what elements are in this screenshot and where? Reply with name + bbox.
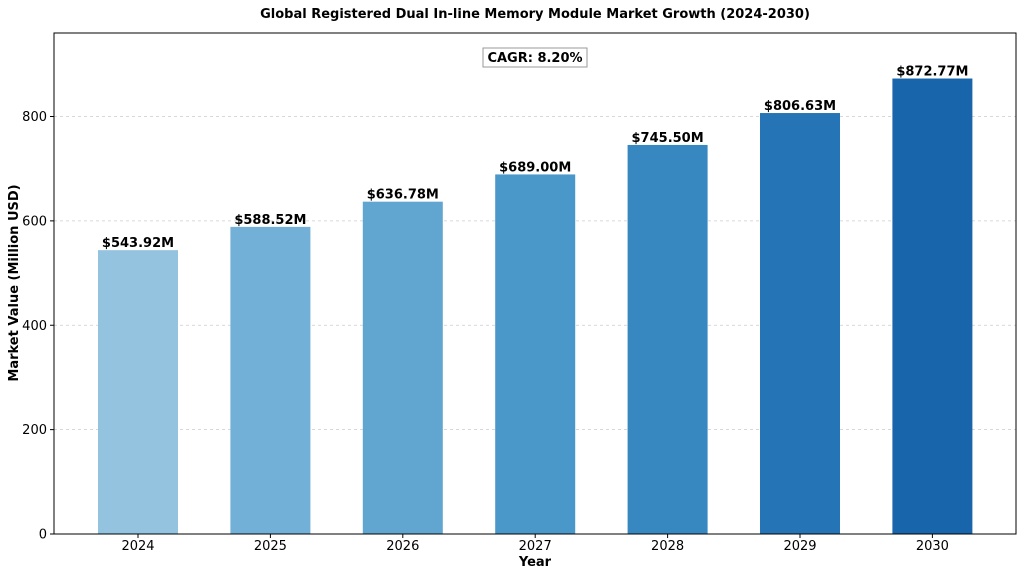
data-labels: $543.92M $588.52M $636.78M $689.00M $745.50M… xyxy=(102,65,969,252)
cagr-annotation-text: CAGR: 8.20% xyxy=(487,51,582,66)
x-axis-ticks: 2024 2025 2026 2027 2028 2029 2030 xyxy=(121,534,949,554)
bar-2026 xyxy=(362,201,443,535)
plot-frame xyxy=(53,32,1017,535)
data-label-2026: $636.78M xyxy=(367,188,439,203)
data-label-2028: $745.50M xyxy=(632,131,704,146)
x-tick-label-2026: 2026 xyxy=(386,539,419,554)
bar-2030 xyxy=(892,78,973,534)
bar-2027 xyxy=(495,174,576,534)
data-label-2027: $689.00M xyxy=(499,160,571,175)
bar-2025 xyxy=(230,226,311,534)
chart-title: Global Registered Dual In-line Memory Mo… xyxy=(260,7,810,22)
x-tick-label-2030: 2030 xyxy=(916,539,949,554)
y-tick-label: 800 xyxy=(22,110,47,125)
bar-2028 xyxy=(627,144,708,534)
x-tick-label-2028: 2028 xyxy=(651,539,684,554)
y-tick-label: 400 xyxy=(22,319,47,334)
y-axis-ticks: 0 200 400 600 800 xyxy=(22,110,54,543)
x-tick-label-2029: 2029 xyxy=(783,539,816,554)
data-label-2029: $806.63M xyxy=(764,99,836,114)
y-tick-label: 600 xyxy=(22,214,47,229)
data-label-2030: $872.77M xyxy=(896,65,968,80)
data-label-2025: $588.52M xyxy=(234,213,306,228)
cagr-annotation: CAGR: 8.20% xyxy=(482,47,588,68)
x-tick-label-2027: 2027 xyxy=(519,539,552,554)
x-axis-label: Year xyxy=(518,555,552,570)
bar-2029 xyxy=(760,113,840,534)
data-label-2024: $543.92M xyxy=(102,236,174,251)
bar-2024 xyxy=(98,250,178,534)
x-tick-label-2024: 2024 xyxy=(121,539,154,554)
cagr-annotation-box xyxy=(482,47,588,68)
x-tick-label-2025: 2025 xyxy=(254,539,287,554)
y-tick-label: 0 xyxy=(39,528,47,543)
y-axis-label: Market Value (Million USD) xyxy=(7,184,22,381)
y-tick-label: 200 xyxy=(22,423,47,438)
bars xyxy=(98,78,973,535)
